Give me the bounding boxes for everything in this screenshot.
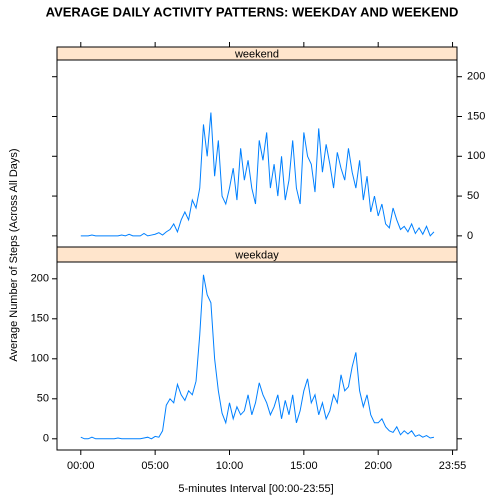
x-tick-label: 15:00 [290, 460, 318, 472]
panel-frame [56, 261, 458, 451]
x-tick-label: 20:00 [364, 460, 392, 472]
x-tick-label: 10:00 [216, 460, 244, 472]
y-tick-label: 0 [467, 230, 473, 242]
x-tick-label: 23:55 [439, 460, 467, 472]
x-tick-label: 00:00 [67, 460, 95, 472]
data-line [80, 112, 435, 237]
y-tick-label: 50 [37, 393, 49, 405]
panel-frame [56, 59, 458, 248]
x-tick-label: 05:00 [141, 460, 169, 472]
y-tick-label: 150 [31, 313, 49, 325]
y-axis-label: Average Number of Steps (Across All Days… [8, 148, 20, 361]
y-tick-label: 0 [43, 433, 49, 445]
y-tick-label: 200 [467, 71, 485, 83]
x-axis-label: 5-minutes Interval [00:00-23:55] [178, 483, 333, 495]
strip-label: weekday [234, 249, 279, 261]
y-tick-label: 200 [31, 273, 49, 285]
y-tick-label: 150 [467, 110, 485, 122]
y-tick-label: 50 [467, 190, 479, 202]
strip-label: weekend [234, 48, 279, 60]
chart-title: AVERAGE DAILY ACTIVITY PATTERNS: WEEKDAY… [46, 4, 459, 19]
y-tick-label: 100 [467, 150, 485, 162]
data-line [80, 274, 435, 440]
y-tick-label: 100 [31, 353, 49, 365]
